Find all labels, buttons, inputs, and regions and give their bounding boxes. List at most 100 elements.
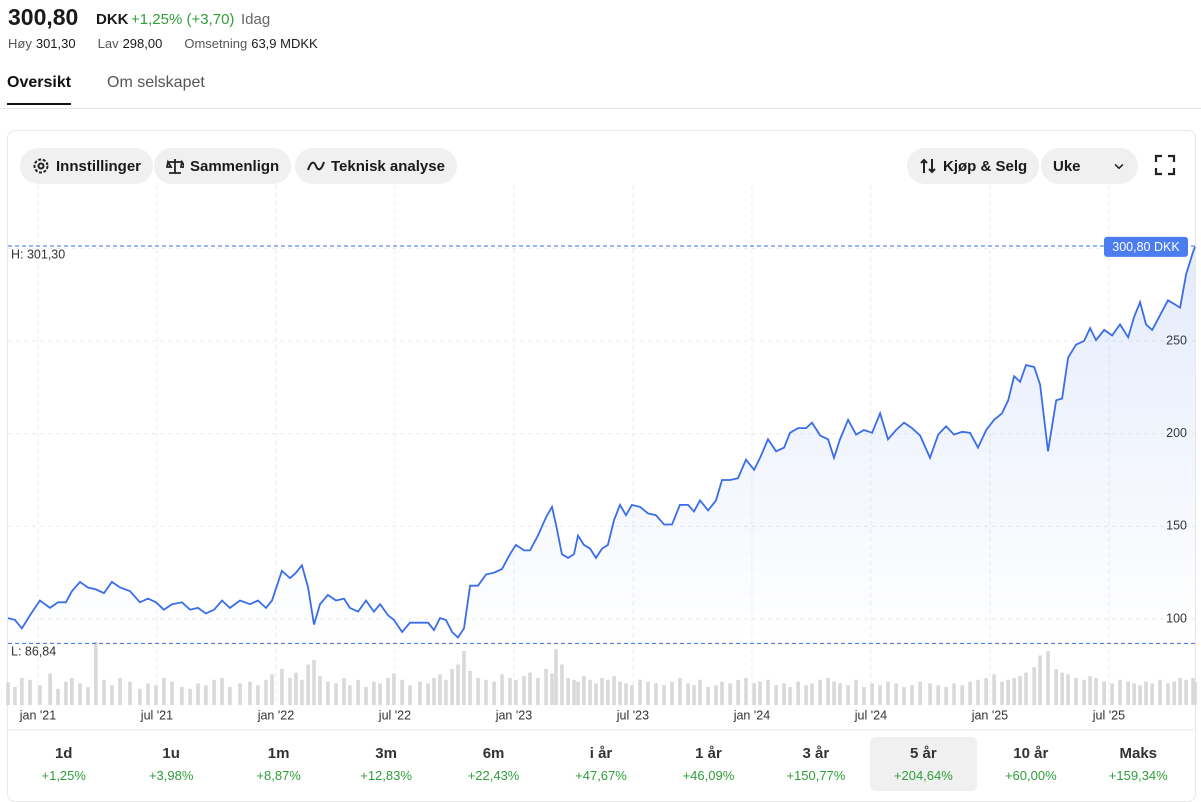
volume-bar [1144, 681, 1148, 705]
stats: Høy 301,30 Lav 298,00 Omsetning 63,9 MDKK [8, 36, 318, 51]
volume-bar [1006, 679, 1010, 705]
period-option[interactable]: 1 år +46,09% [655, 737, 762, 791]
period-option[interactable]: 3 år +150,77% [762, 737, 869, 791]
period-option[interactable]: 1u +3,98% [117, 737, 224, 791]
volume-bar [288, 678, 292, 705]
tab[interactable]: Oversikt [7, 74, 72, 105]
volume-bar [528, 672, 532, 705]
period-change: +8,87% [256, 768, 301, 783]
fullscreen-button[interactable] [1154, 154, 1176, 176]
volume-bar [720, 681, 724, 705]
volume-bar [826, 678, 830, 705]
volume-bar [1178, 678, 1182, 705]
period-option[interactable]: 6m +22,43% [440, 737, 547, 791]
volume-bar [128, 681, 132, 705]
x-tick-label: jul '22 [378, 708, 411, 722]
volume-bar [356, 679, 360, 705]
period-label: Maks [1119, 745, 1158, 762]
volume-bar [576, 681, 580, 705]
volume-bar [554, 649, 558, 705]
volume-bar [378, 683, 382, 705]
volume-bar [1066, 674, 1070, 705]
period-label: 3m [375, 745, 397, 762]
volume-bar [342, 678, 346, 705]
volume-bar [960, 685, 964, 705]
volume-bar [1138, 685, 1142, 705]
volume-bar [1166, 683, 1170, 705]
volume-bar [838, 683, 842, 705]
compare-button[interactable]: Sammenlign [154, 148, 292, 184]
volume-bar [64, 681, 68, 705]
tab[interactable]: Om selskapet [107, 74, 205, 91]
volume-bar [686, 683, 690, 705]
volume-bar [418, 681, 422, 705]
period-option[interactable]: 10 år +60,00% [977, 737, 1084, 791]
volume-bar [662, 685, 666, 705]
volume-bar [264, 679, 268, 705]
trade-button[interactable]: Kjøp & Selg [907, 148, 1040, 184]
volume-bar [212, 679, 216, 705]
volume-bar [170, 681, 174, 705]
volume-bar [618, 681, 622, 705]
volume-bar [744, 678, 748, 705]
last-price-label: 300,80 DKK [1112, 240, 1180, 254]
icon [33, 158, 49, 174]
high-line-label: H: 301,30 [11, 247, 65, 261]
period-label: 10 år [1013, 745, 1049, 762]
volume-bar [70, 678, 74, 705]
stat: Lav 298,00 [98, 36, 163, 51]
period-change: +60,00% [1004, 768, 1057, 783]
period-option[interactable]: 3m +12,83% [332, 737, 439, 791]
volume-bar [1191, 678, 1195, 705]
x-tick-label: jan '22 [257, 708, 294, 722]
period-option[interactable]: 5 år +204,64% [869, 737, 978, 791]
volume-bar [102, 679, 106, 705]
volume-bar [670, 681, 674, 705]
volume-bar [334, 683, 338, 705]
volume-bar [698, 679, 702, 705]
period-option[interactable]: i år +47,67% [547, 737, 654, 791]
period-change: +12,83% [360, 768, 412, 783]
stat-value: 301,30 [35, 36, 76, 51]
volume-bar [944, 687, 948, 705]
volume-bar [1094, 678, 1098, 705]
volume-bar [256, 685, 260, 705]
volume-bar [426, 683, 430, 705]
volume-bar [13, 687, 17, 705]
volume-bar [984, 678, 988, 705]
analysis-button[interactable]: Teknisk analyse [295, 148, 457, 184]
volume-bar [928, 683, 932, 705]
volume-bar [162, 678, 166, 705]
icon [920, 158, 936, 174]
volume-bar [318, 676, 322, 705]
period-option[interactable]: 1d +1,25% [10, 737, 117, 791]
period-label: 6m [482, 745, 505, 762]
volume-bar [832, 681, 836, 705]
volume-bar [1132, 683, 1136, 705]
interval-select[interactable]: Uke [1041, 148, 1138, 184]
period-label: 1u [162, 745, 180, 762]
area [8, 246, 1195, 644]
volume-bar [1024, 672, 1028, 705]
x-tick-label: jan '25 [971, 708, 1008, 722]
volume-bar [432, 678, 436, 705]
period-option[interactable]: Maks +159,34% [1085, 737, 1192, 791]
period-label: 5 år [910, 745, 937, 762]
volume-bar [228, 687, 232, 705]
volume-bar [146, 683, 150, 705]
volume-bar [1000, 681, 1004, 705]
volume-bar [536, 678, 540, 705]
volume-bar [138, 688, 142, 705]
settings-button[interactable]: Innstillinger [20, 148, 154, 184]
period-selector: 1d +1,25% 1u +3,98% 1m +8,87% 3m +12,83% 6m +22,4… [10, 737, 1192, 791]
volume-bar [1118, 679, 1122, 705]
volume-bar [886, 681, 890, 705]
volume-bar [492, 681, 496, 705]
volume-bar [818, 679, 822, 705]
period-option[interactable]: 1m +8,87% [225, 737, 332, 791]
volume-bar [654, 683, 658, 705]
volume-bar [1074, 678, 1078, 705]
volume-bar [1032, 667, 1036, 705]
